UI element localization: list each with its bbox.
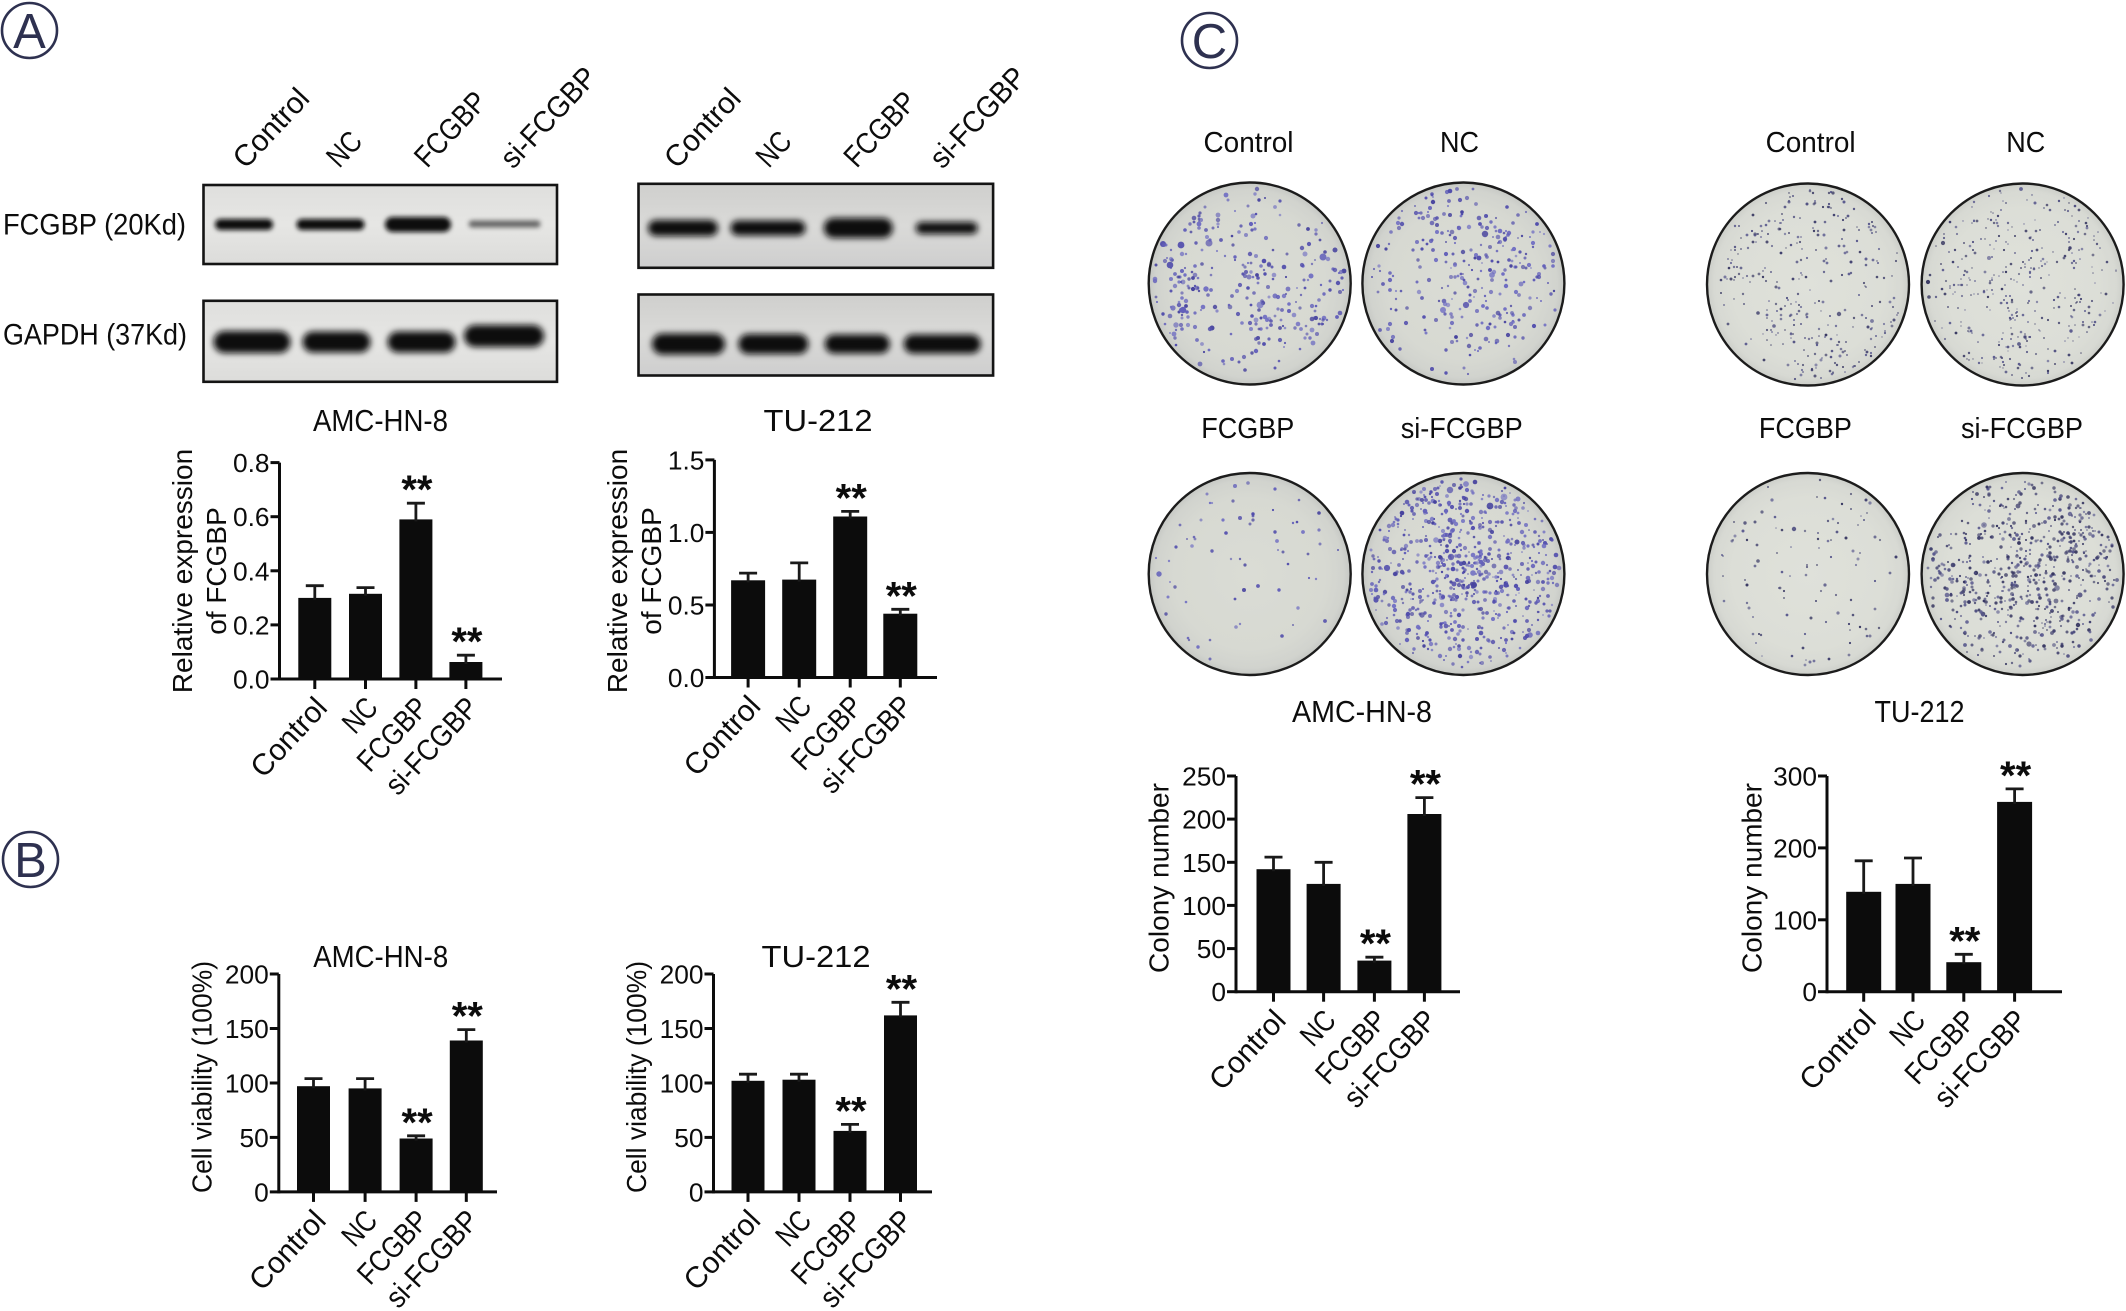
- svg-text:AMC-HN-8: AMC-HN-8: [313, 939, 448, 974]
- svg-text:**: **: [401, 468, 433, 512]
- svg-text:0.8: 0.8: [233, 448, 270, 478]
- svg-text:**: **: [452, 995, 484, 1039]
- svg-text:FCGBP: FCGBP: [1201, 413, 1294, 445]
- svg-text:0.0: 0.0: [233, 665, 270, 695]
- svg-text:0.6: 0.6: [233, 502, 270, 532]
- svg-text:50: 50: [240, 1123, 269, 1153]
- svg-text:**: **: [402, 1101, 434, 1145]
- svg-text:200: 200: [225, 960, 269, 990]
- svg-text:100: 100: [660, 1069, 704, 1099]
- svg-text:200: 200: [1182, 805, 1226, 835]
- svg-text:0: 0: [1802, 977, 1817, 1007]
- svg-text:Cell viability (100%): Cell viability (100%): [621, 961, 652, 1193]
- svg-text:B: B: [14, 834, 47, 888]
- svg-text:Control: Control: [1204, 127, 1294, 159]
- svg-text:0.0: 0.0: [668, 663, 705, 693]
- svg-text:0: 0: [254, 1177, 269, 1207]
- svg-text:Control: Control: [1766, 127, 1856, 159]
- svg-text:100: 100: [225, 1069, 269, 1099]
- svg-text:Relative expression: Relative expression: [602, 449, 633, 693]
- svg-text:Colony number: Colony number: [1144, 783, 1175, 973]
- svg-text:si-FCGBP: si-FCGBP: [1961, 413, 2083, 445]
- svg-text:**: **: [1410, 763, 1442, 807]
- svg-text:**: **: [451, 620, 483, 664]
- svg-text:A: A: [13, 5, 46, 59]
- svg-text:0: 0: [689, 1177, 704, 1207]
- svg-text:TU-212: TU-212: [762, 939, 871, 974]
- svg-text:TU-212: TU-212: [1875, 694, 1965, 729]
- svg-text:AMC-HN-8: AMC-HN-8: [1292, 694, 1432, 729]
- svg-text:1.0: 1.0: [668, 518, 705, 548]
- svg-text:150: 150: [1182, 848, 1226, 878]
- svg-text:**: **: [886, 574, 918, 618]
- svg-text:**: **: [836, 476, 868, 520]
- svg-text:0: 0: [1211, 977, 1226, 1007]
- svg-text:0.4: 0.4: [233, 556, 270, 586]
- svg-text:Colony number: Colony number: [1737, 783, 1768, 973]
- svg-text:250: 250: [1182, 762, 1226, 792]
- svg-text:C: C: [1192, 15, 1227, 69]
- svg-text:AMC-HN-8: AMC-HN-8: [313, 403, 448, 438]
- svg-text:150: 150: [660, 1014, 704, 1044]
- svg-text:200: 200: [1773, 833, 1817, 863]
- svg-text:NC: NC: [1440, 127, 1479, 159]
- svg-text:NC: NC: [2006, 127, 2045, 159]
- svg-text:200: 200: [660, 960, 704, 990]
- svg-text:50: 50: [674, 1123, 703, 1153]
- svg-text:**: **: [886, 967, 918, 1011]
- svg-text:**: **: [1360, 922, 1392, 966]
- svg-text:of FCGBP: of FCGBP: [636, 507, 667, 635]
- svg-text:si-FCGBP: si-FCGBP: [1401, 413, 1523, 445]
- svg-text:1.5: 1.5: [668, 445, 705, 475]
- svg-text:**: **: [1949, 919, 1981, 963]
- svg-text:TU-212: TU-212: [764, 403, 873, 438]
- svg-text:100: 100: [1182, 891, 1226, 921]
- svg-text:Relative expression: Relative expression: [167, 449, 198, 693]
- svg-text:50: 50: [1197, 934, 1226, 964]
- svg-text:Cell viability (100%): Cell viability (100%): [187, 961, 218, 1193]
- svg-text:**: **: [2000, 754, 2032, 798]
- svg-text:150: 150: [225, 1014, 269, 1044]
- svg-text:GAPDH (37Kd): GAPDH (37Kd): [3, 319, 187, 352]
- svg-text:FCGBP: FCGBP: [1759, 413, 1852, 445]
- svg-text:100: 100: [1773, 905, 1817, 935]
- svg-text:300: 300: [1773, 762, 1817, 792]
- svg-text:0.5: 0.5: [668, 591, 705, 621]
- svg-text:FCGBP (20Kd): FCGBP (20Kd): [3, 209, 186, 242]
- svg-text:0.2: 0.2: [233, 610, 270, 640]
- svg-text:**: **: [835, 1089, 867, 1133]
- svg-text:of FCGBP: of FCGBP: [201, 507, 232, 635]
